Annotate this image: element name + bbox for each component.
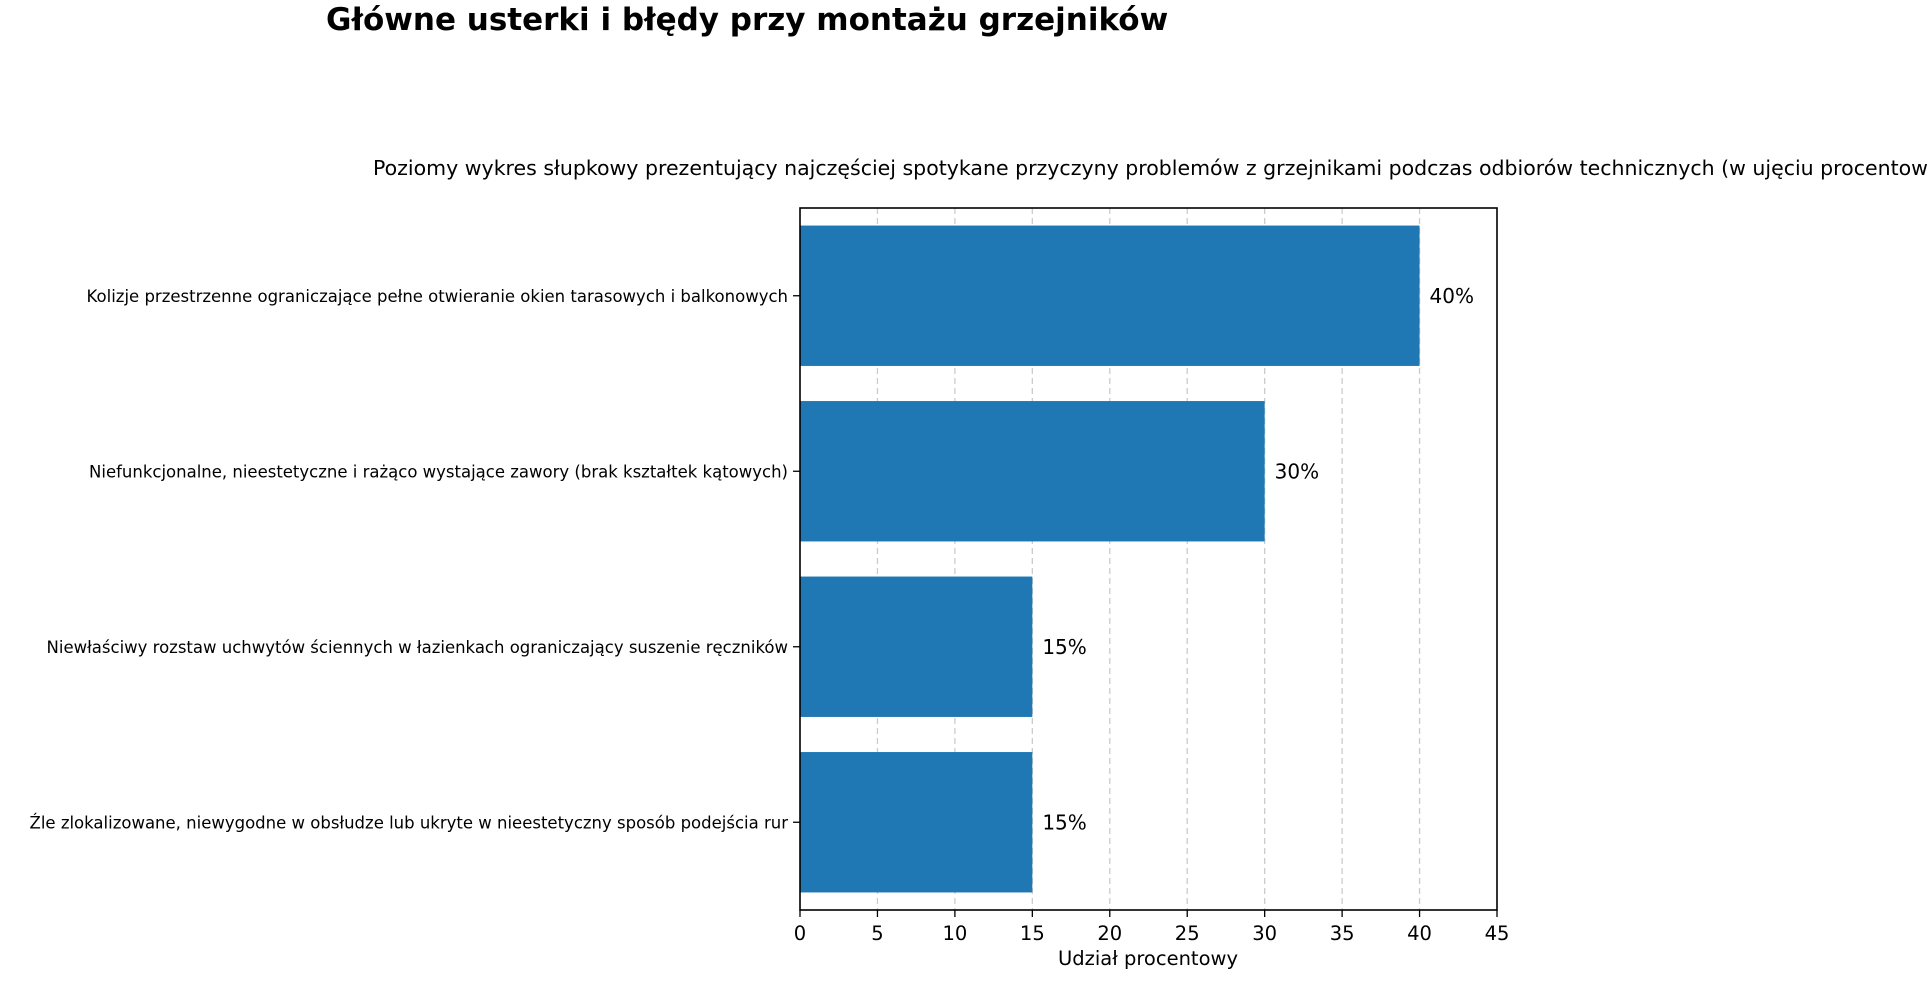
value-label-2: 30%	[1275, 459, 1319, 483]
x-axis-ticks: 0 5 10 15 20 25 30 35 40 45	[794, 910, 1510, 945]
x-tick-label-0: 0	[794, 922, 806, 945]
value-label-4: 15%	[1042, 810, 1086, 834]
value-label-3: 15%	[1042, 635, 1086, 659]
x-tick-label-20: 20	[1097, 922, 1122, 945]
bar-1	[800, 225, 1420, 366]
x-axis-label: Udział procentowy	[1058, 947, 1238, 970]
category-label-3: Niewłaściwy rozstaw uchwytów ściennych w…	[47, 638, 788, 657]
chart-title: Główne usterki i błędy przy montażu grze…	[326, 2, 1169, 38]
x-tick-label-40: 40	[1407, 922, 1432, 945]
value-label-1: 40%	[1430, 284, 1474, 308]
category-label-2: Niefunkcjonalne, nieestetyczne i rażąco …	[89, 462, 788, 481]
x-tick-label-25: 25	[1175, 922, 1200, 945]
x-tick-label-5: 5	[871, 922, 883, 945]
x-tick-label-45: 45	[1485, 922, 1510, 945]
y-axis-categories: Kolizje przestrzenne ograniczające pełne…	[30, 287, 800, 832]
value-labels: 40% 30% 15% 15%	[1042, 284, 1474, 835]
x-tick-label-15: 15	[1020, 922, 1045, 945]
plot-frame	[799, 207, 1498, 911]
x-tick-label-35: 35	[1330, 922, 1355, 945]
x-tick-label-10: 10	[942, 922, 967, 945]
bar-4	[800, 752, 1033, 893]
chart-subtitle: Poziomy wykres słupkowy prezentujący naj…	[373, 156, 1928, 180]
category-label-1: Kolizje przestrzenne ograniczające pełne…	[87, 287, 788, 306]
category-label-4: Źle zlokalizowane, niewygodne w obsłudze…	[30, 813, 789, 832]
bars	[800, 225, 1420, 893]
x-tick-label-30: 30	[1252, 922, 1277, 945]
bar-2	[800, 401, 1265, 542]
bar-3	[800, 576, 1033, 717]
